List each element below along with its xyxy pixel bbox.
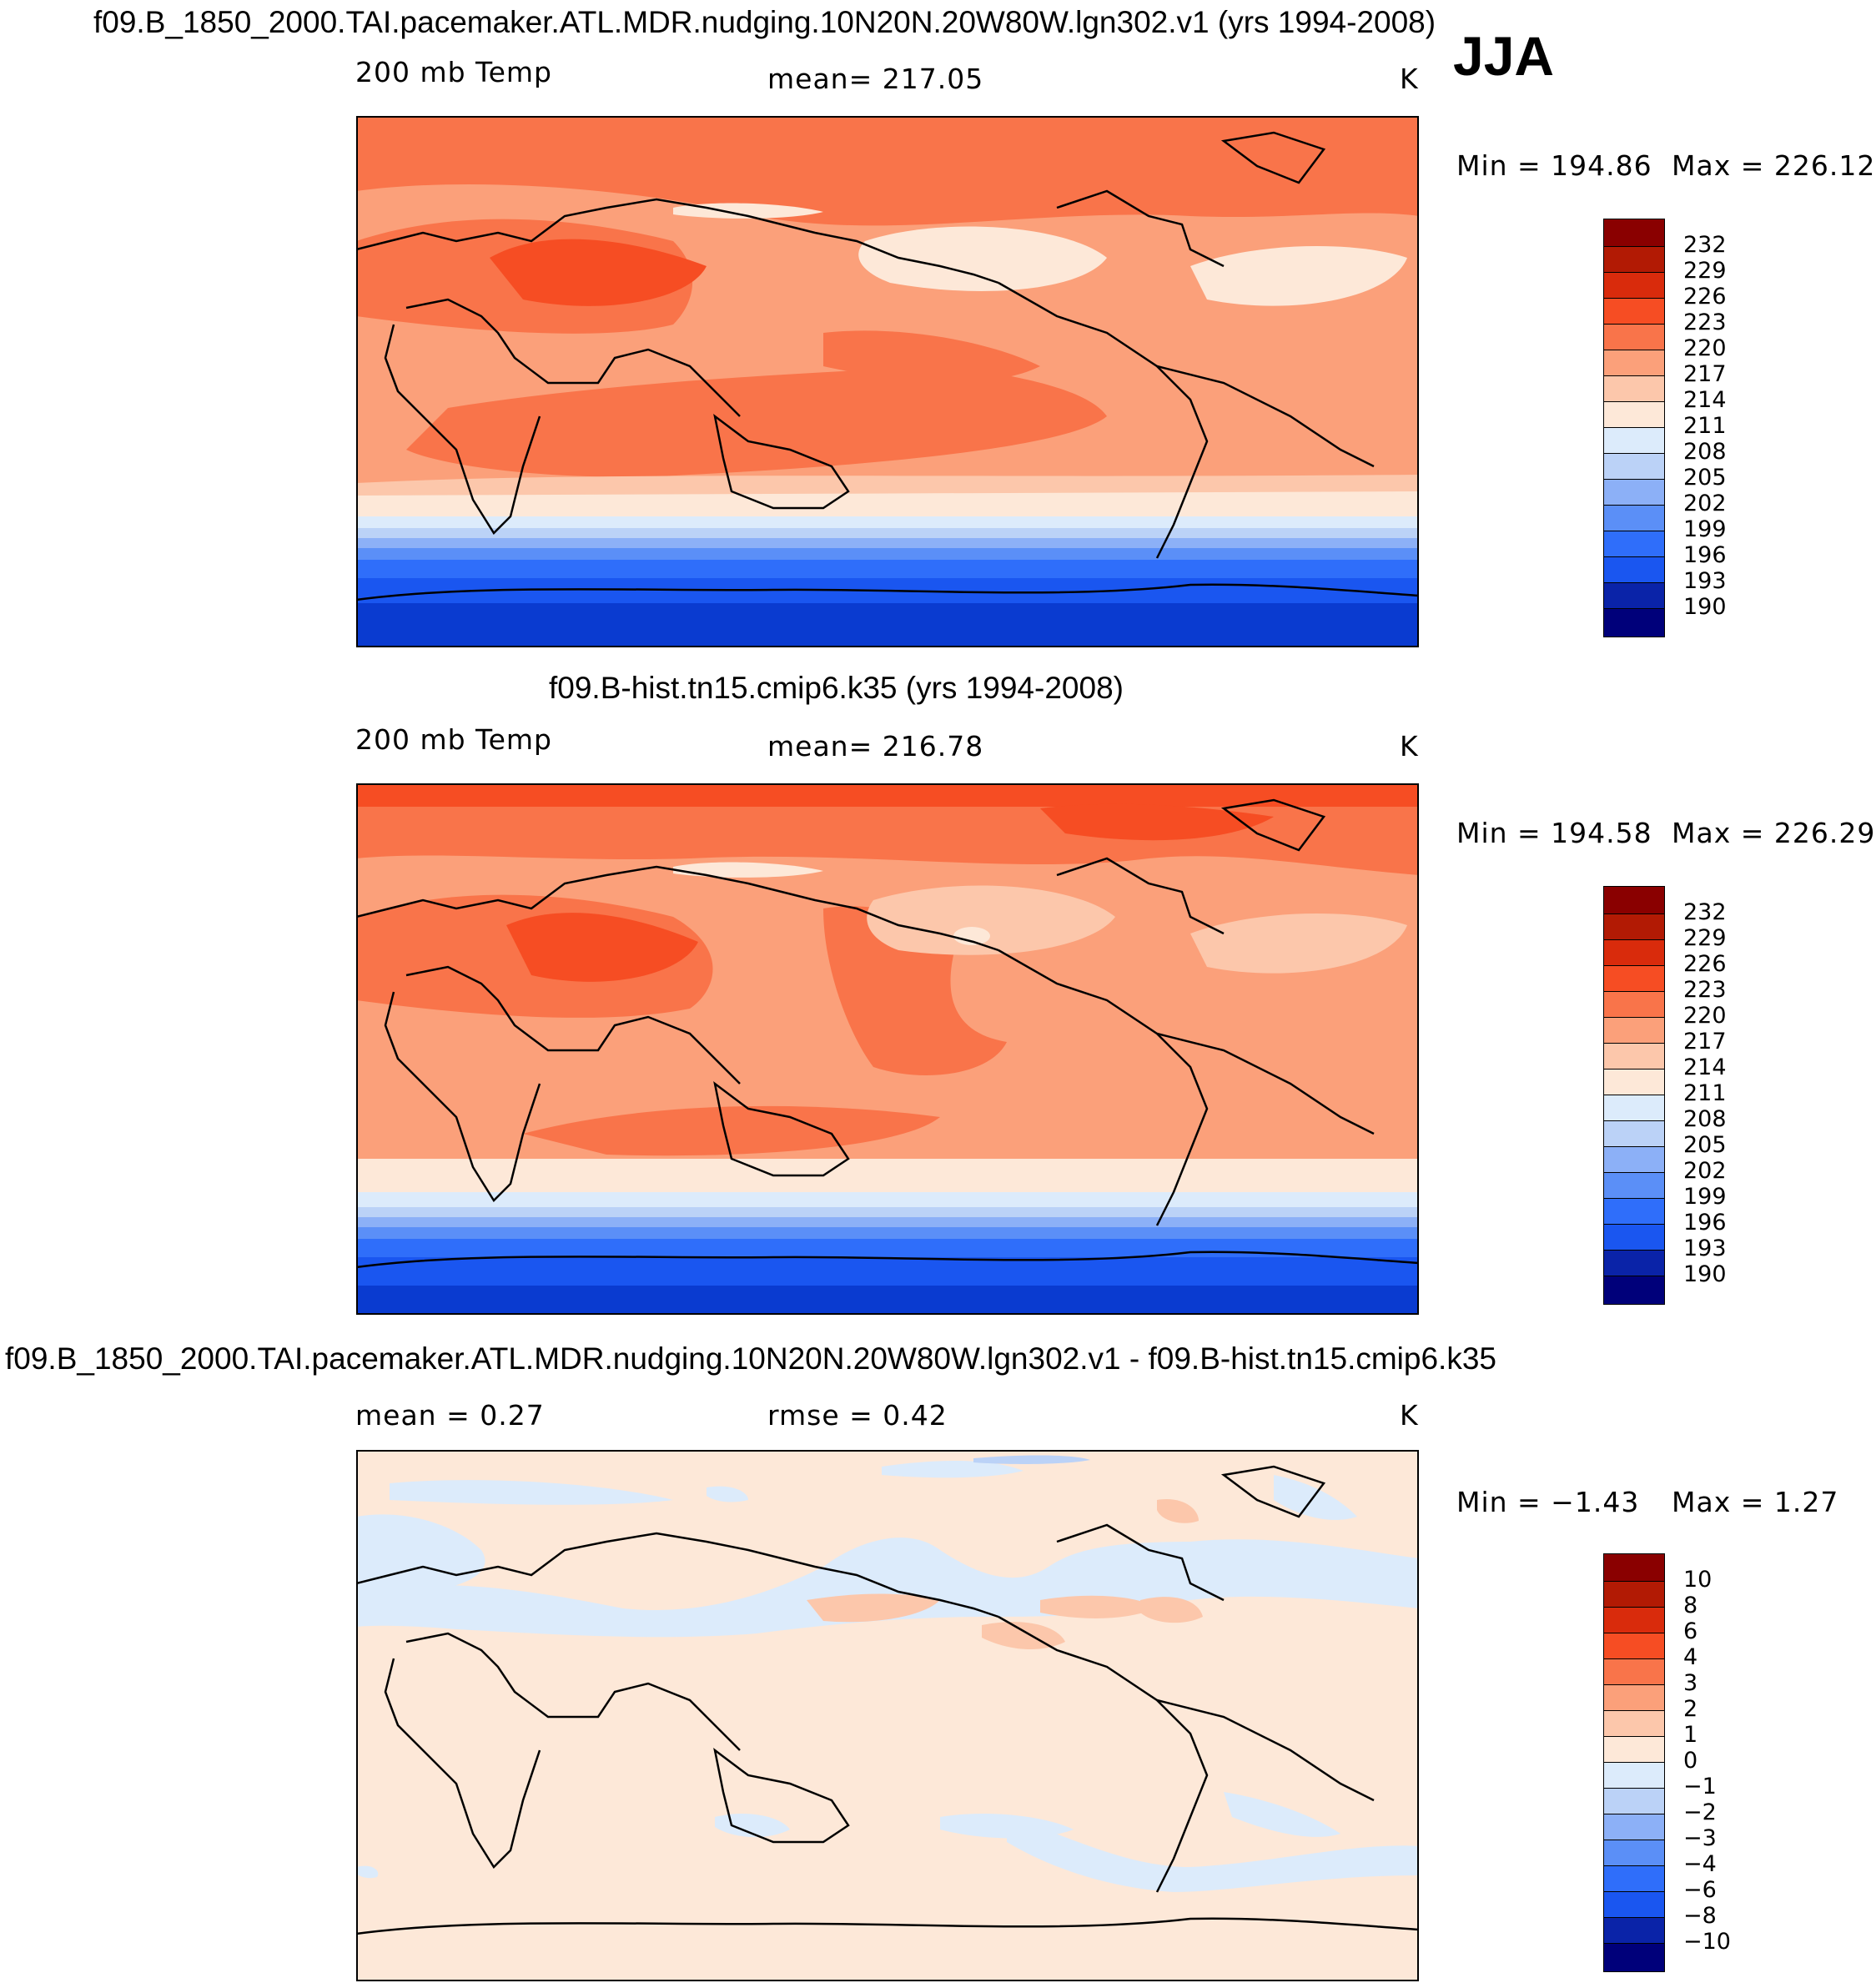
tick-label: 214 xyxy=(1683,387,1727,413)
panel3-units: K xyxy=(1400,1399,1419,1432)
tick-label: 202 xyxy=(1683,1158,1727,1184)
tick-label: −1 xyxy=(1683,1774,1717,1799)
panel2-map xyxy=(356,783,1419,1315)
tick-label: −2 xyxy=(1683,1799,1717,1825)
tick-label: 208 xyxy=(1683,1106,1727,1132)
tick-label: 226 xyxy=(1683,284,1727,310)
panel3-title: f09.B_1850_2000.TAI.pacemaker.ATL.MDR.nu… xyxy=(5,1341,1496,1376)
panel2-colorbar xyxy=(1603,886,1667,1305)
panel2-max-label: Max = 226.29 xyxy=(1672,817,1876,849)
tick-label: 229 xyxy=(1683,925,1727,951)
panel2-min-label: Min = 194.58 xyxy=(1456,817,1652,849)
tick-label: 193 xyxy=(1683,568,1727,594)
tick-label: 3 xyxy=(1683,1670,1698,1696)
tick-label: 232 xyxy=(1683,899,1727,925)
tick-label: 4 xyxy=(1683,1644,1698,1670)
tick-label: 1 xyxy=(1683,1722,1698,1748)
tick-label: 205 xyxy=(1683,465,1727,491)
tick-label: 232 xyxy=(1683,232,1727,258)
panel1-max-label: Max = 226.12 xyxy=(1672,149,1876,182)
panel3-max-label: Max = 1.27 xyxy=(1672,1486,1839,1518)
panel1-title: f09.B_1850_2000.TAI.pacemaker.ATL.MDR.nu… xyxy=(93,5,1436,39)
tick-label: 10 xyxy=(1683,1567,1713,1593)
panel3-mean-label: mean = 0.27 xyxy=(355,1399,545,1432)
panel1-min-label: Min = 194.86 xyxy=(1456,149,1652,182)
tick-label: 0 xyxy=(1683,1748,1698,1774)
tick-label: 196 xyxy=(1683,1210,1727,1236)
panel1-mean-label: mean= 217.05 xyxy=(767,63,984,95)
tick-label: 211 xyxy=(1683,1080,1727,1106)
tick-label: 8 xyxy=(1683,1593,1698,1618)
tick-label: 217 xyxy=(1683,361,1727,387)
tick-label: 190 xyxy=(1683,594,1727,620)
panel2-title: f09.B-hist.tn15.cmip6.k35 (yrs 1994-2008… xyxy=(549,671,1124,705)
tick-label: −3 xyxy=(1683,1825,1717,1851)
tick-label: 223 xyxy=(1683,977,1727,1003)
tick-label: 2 xyxy=(1683,1696,1698,1722)
tick-label: 6 xyxy=(1683,1618,1698,1644)
tick-label: 208 xyxy=(1683,439,1727,465)
tick-label: 220 xyxy=(1683,1003,1727,1029)
panel1-variable-label: 200 mb Temp xyxy=(355,56,553,88)
panel2-units: K xyxy=(1400,730,1419,762)
tick-label: 202 xyxy=(1683,491,1727,516)
tick-label: 229 xyxy=(1683,258,1727,284)
season-label: JJA xyxy=(1453,25,1555,87)
tick-label: 226 xyxy=(1683,951,1727,977)
tick-label: 220 xyxy=(1683,335,1727,361)
panel3-map xyxy=(356,1450,1419,1981)
tick-label: 205 xyxy=(1683,1132,1727,1158)
tick-label: 193 xyxy=(1683,1236,1727,1261)
panel1-colorbar xyxy=(1603,219,1667,637)
tick-label: 190 xyxy=(1683,1261,1727,1287)
tick-label: 199 xyxy=(1683,516,1727,542)
panel1-units: K xyxy=(1400,63,1419,95)
tick-label: −8 xyxy=(1683,1903,1717,1929)
tick-label: 223 xyxy=(1683,310,1727,335)
panel2-mean-label: mean= 216.78 xyxy=(767,730,984,762)
tick-label: −4 xyxy=(1683,1851,1717,1877)
panel2-variable-label: 200 mb Temp xyxy=(355,723,553,756)
panel3-colorbar xyxy=(1603,1553,1667,1972)
panel1-map xyxy=(356,116,1419,647)
panel3-min-label: Min = −1.43 xyxy=(1456,1486,1640,1518)
tick-label: 214 xyxy=(1683,1054,1727,1080)
tick-label: −10 xyxy=(1683,1929,1731,1955)
tick-label: 211 xyxy=(1683,413,1727,439)
tick-label: −6 xyxy=(1683,1877,1717,1903)
tick-label: 196 xyxy=(1683,542,1727,568)
tick-label: 199 xyxy=(1683,1184,1727,1210)
tick-label: 217 xyxy=(1683,1029,1727,1054)
panel3-rmse-label: rmse = 0.42 xyxy=(767,1399,948,1432)
